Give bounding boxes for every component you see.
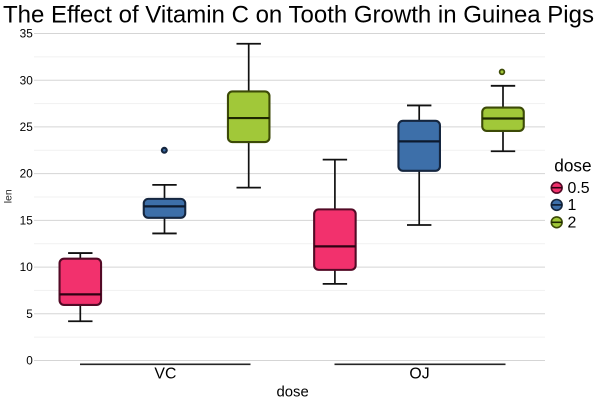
svg-text:VC: VC [154,366,176,383]
svg-text:20: 20 [20,167,34,181]
svg-text:dose: dose [554,156,591,176]
svg-text:0.5: 0.5 [568,180,590,197]
svg-text:30: 30 [20,73,34,87]
svg-text:25: 25 [20,120,34,134]
svg-text:2: 2 [568,215,577,232]
svg-text:35: 35 [20,27,34,41]
svg-text:5: 5 [26,307,33,321]
svg-text:dose: dose [276,385,308,400]
svg-text:1: 1 [568,197,577,214]
svg-text:The Effect of Vitamin C on Too: The Effect of Vitamin C on Tooth Growth … [3,2,594,29]
svg-text:15: 15 [20,213,34,227]
svg-text:10: 10 [20,260,34,274]
svg-text:OJ: OJ [409,366,429,383]
svg-text:len: len [2,189,14,203]
svg-text:0: 0 [26,354,33,368]
